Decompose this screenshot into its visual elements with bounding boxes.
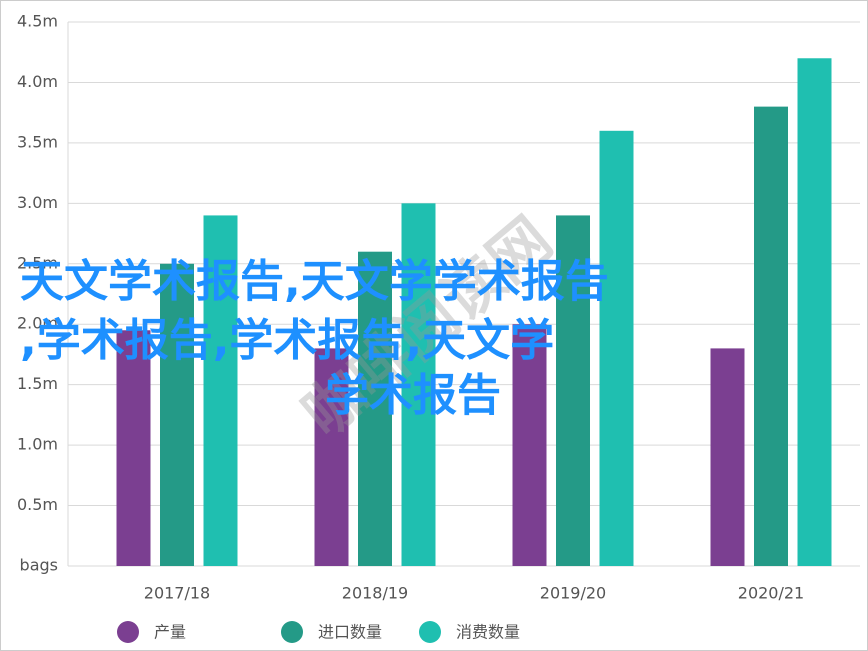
y-tick-label: 3.5m [17,132,58,151]
bar [797,58,832,567]
bar [599,130,634,567]
y-tick-label: 1.5m [17,374,58,393]
legend-marker [419,621,441,643]
bar [512,324,547,566]
bar [358,251,392,566]
x-tick-label: 2020/21 [738,584,804,603]
y-tick-label: 0.5m [17,495,58,514]
bar [710,348,745,566]
y-tick-label: 3.0m [17,193,58,212]
bar [754,106,788,566]
watermark-text: ,学术报告,学术报告,天文学 [20,315,554,366]
watermark-text: 学术报告 [325,370,501,421]
y-tick-label: 2.0m [17,314,58,333]
legend-marker [281,621,303,643]
legend-marker [117,621,139,643]
bar [401,203,436,567]
y-tick-label: bags [20,556,58,575]
x-tick-label: 2019/20 [540,584,606,603]
bar [556,215,590,566]
y-tick-label: 4.5m [17,12,58,31]
x-tick-label: 2017/18 [144,584,210,603]
legend-label: 消费数量 [456,623,520,642]
y-tick-label: 2.5m [17,253,58,272]
y-tick-label: 1.0m [17,435,58,454]
bar [160,263,194,566]
bar [203,215,238,566]
legend-label: 进口数量 [318,623,382,642]
legend-label: 产量 [154,623,186,642]
bar [314,348,349,566]
y-tick-label: 4.0m [17,72,58,91]
x-tick-label: 2018/19 [342,584,408,603]
watermark-text: 天文学术报告,天文学学术报告 [20,256,609,307]
bar [116,330,151,566]
